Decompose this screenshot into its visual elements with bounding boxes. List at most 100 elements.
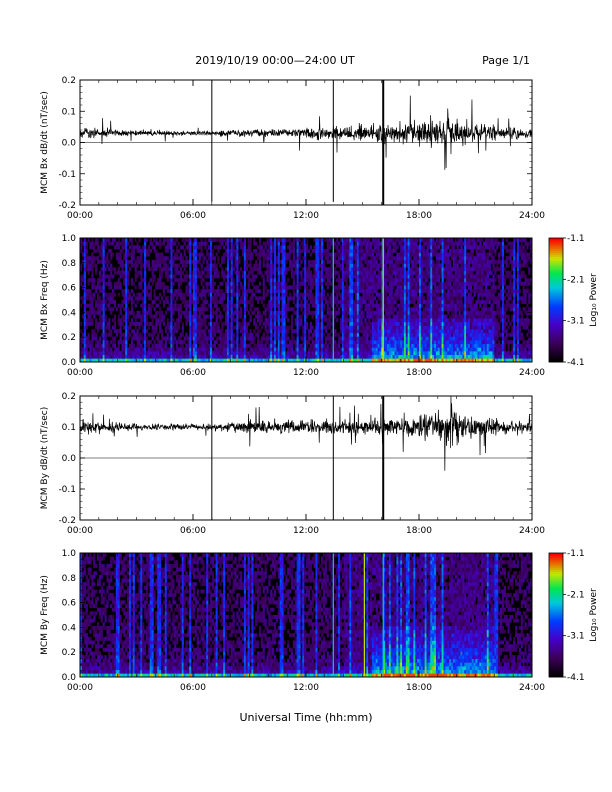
heatmap-cell: [89, 292, 92, 297]
heatmap-cell: [287, 303, 290, 308]
heatmap-cell: [396, 303, 399, 308]
heatmap-cell: [385, 245, 388, 250]
heatmap-cell: [362, 358, 365, 363]
heatmap-cell: [419, 310, 422, 315]
heatmap-cell: [273, 274, 277, 279]
heatmap-cell: [315, 303, 318, 308]
heatmap-cell: [311, 351, 314, 356]
heatmap-cell: [226, 303, 230, 308]
heatmap-cell: [157, 278, 160, 283]
heatmap-cell: [234, 318, 237, 323]
heatmap-cell: [241, 321, 245, 326]
heatmap-cell: [81, 347, 85, 352]
heatmap-cell: [413, 329, 416, 334]
heatmap-cell: [285, 267, 288, 272]
heatmap-cell: [162, 300, 166, 304]
heatmap-cell: [424, 248, 427, 253]
heatmap-cell: [226, 263, 230, 268]
heatmap-cell: [398, 281, 401, 286]
heatmap-cell: [245, 351, 248, 356]
heatmap-cell: [279, 245, 282, 250]
heatmap-cell: [98, 340, 102, 345]
heatmap-cell: [196, 336, 199, 341]
heatmap-cell: [96, 278, 100, 283]
heatmap-cell: [400, 343, 403, 348]
heatmap-cell: [373, 285, 376, 290]
heatmap-cell: [356, 343, 360, 348]
heatmap-cell: [420, 238, 424, 242]
heatmap-cell: [127, 241, 130, 246]
heatmap-cell: [343, 325, 346, 330]
heatmap-cell: [249, 347, 252, 352]
heatmap-cell: [328, 296, 331, 301]
heatmap-cell: [351, 248, 354, 253]
heatmap-cell: [383, 259, 386, 264]
heatmap-cell: [296, 274, 299, 279]
heatmap-cell: [172, 343, 175, 348]
heatmap-cell: [249, 340, 252, 345]
heatmap-cell: [345, 270, 348, 275]
heatmap-cell: [264, 256, 267, 261]
heatmap-cell: [277, 321, 280, 326]
heatmap-cell: [366, 285, 369, 290]
heatmap-cell: [411, 296, 414, 301]
heatmap-cell: [306, 307, 309, 312]
heatmap-cell: [371, 267, 375, 272]
heatmap-cell: [321, 289, 324, 294]
heatmap-cell: [347, 300, 350, 304]
heatmap-cell: [170, 351, 173, 356]
heatmap-cell: [83, 325, 86, 330]
heatmap-cell: [366, 248, 369, 253]
heatmap-cell: [198, 307, 201, 312]
heatmap-cell: [398, 343, 401, 348]
x-tick-label: 18:00: [406, 211, 432, 221]
heatmap-cell: [319, 332, 322, 337]
heatmap-cell: [347, 336, 350, 341]
heatmap-cell: [422, 245, 425, 250]
heatmap-cell: [243, 252, 247, 257]
heatmap-cell: [347, 263, 350, 268]
heatmap-cell: [136, 321, 139, 326]
heatmap-cell: [140, 267, 143, 272]
heatmap-cell: [179, 314, 182, 319]
heatmap-cell: [317, 321, 320, 326]
heatmap-cell: [234, 292, 237, 297]
heatmap-cell: [356, 281, 360, 286]
heatmap-cell: [147, 325, 150, 330]
heatmap-cell: [221, 303, 224, 308]
heatmap-cell: [185, 318, 188, 323]
heatmap-cell: [330, 252, 333, 257]
heatmap-cell: [166, 321, 169, 326]
heatmap-cell: [196, 259, 199, 264]
heatmap-cell: [140, 252, 143, 257]
heatmap-cell: [343, 336, 346, 341]
heatmap-cell: [176, 289, 179, 294]
heatmap-cell: [110, 340, 113, 345]
heatmap-cell: [424, 278, 427, 283]
heatmap-cell: [115, 241, 118, 246]
heatmap-cell: [296, 351, 299, 356]
heatmap-cell: [351, 303, 354, 308]
heatmap-cell: [405, 263, 408, 268]
heatmap-cell: [375, 310, 378, 315]
heatmap-cell: [204, 314, 207, 319]
heatmap-cell: [134, 347, 137, 352]
heatmap-cell: [194, 310, 198, 315]
heatmap-cell: [98, 259, 102, 264]
heatmap-cell: [96, 358, 100, 363]
heatmap-cell: [334, 307, 337, 312]
heatmap-cell: [185, 300, 188, 304]
heatmap-cell: [417, 252, 420, 257]
heatmap-cell: [287, 318, 290, 323]
heatmap-cell: [106, 281, 109, 286]
heatmap-cell: [309, 358, 312, 363]
heatmap-cell: [168, 329, 171, 334]
heatmap-cell: [388, 314, 392, 319]
heatmap-cell: [405, 274, 408, 279]
heatmap-cell: [125, 245, 128, 250]
heatmap-cell: [400, 270, 403, 275]
heatmap-cell: [236, 318, 239, 323]
heatmap-cell: [403, 248, 407, 253]
heatmap-cell: [194, 340, 198, 345]
heatmap-cell: [315, 285, 318, 290]
